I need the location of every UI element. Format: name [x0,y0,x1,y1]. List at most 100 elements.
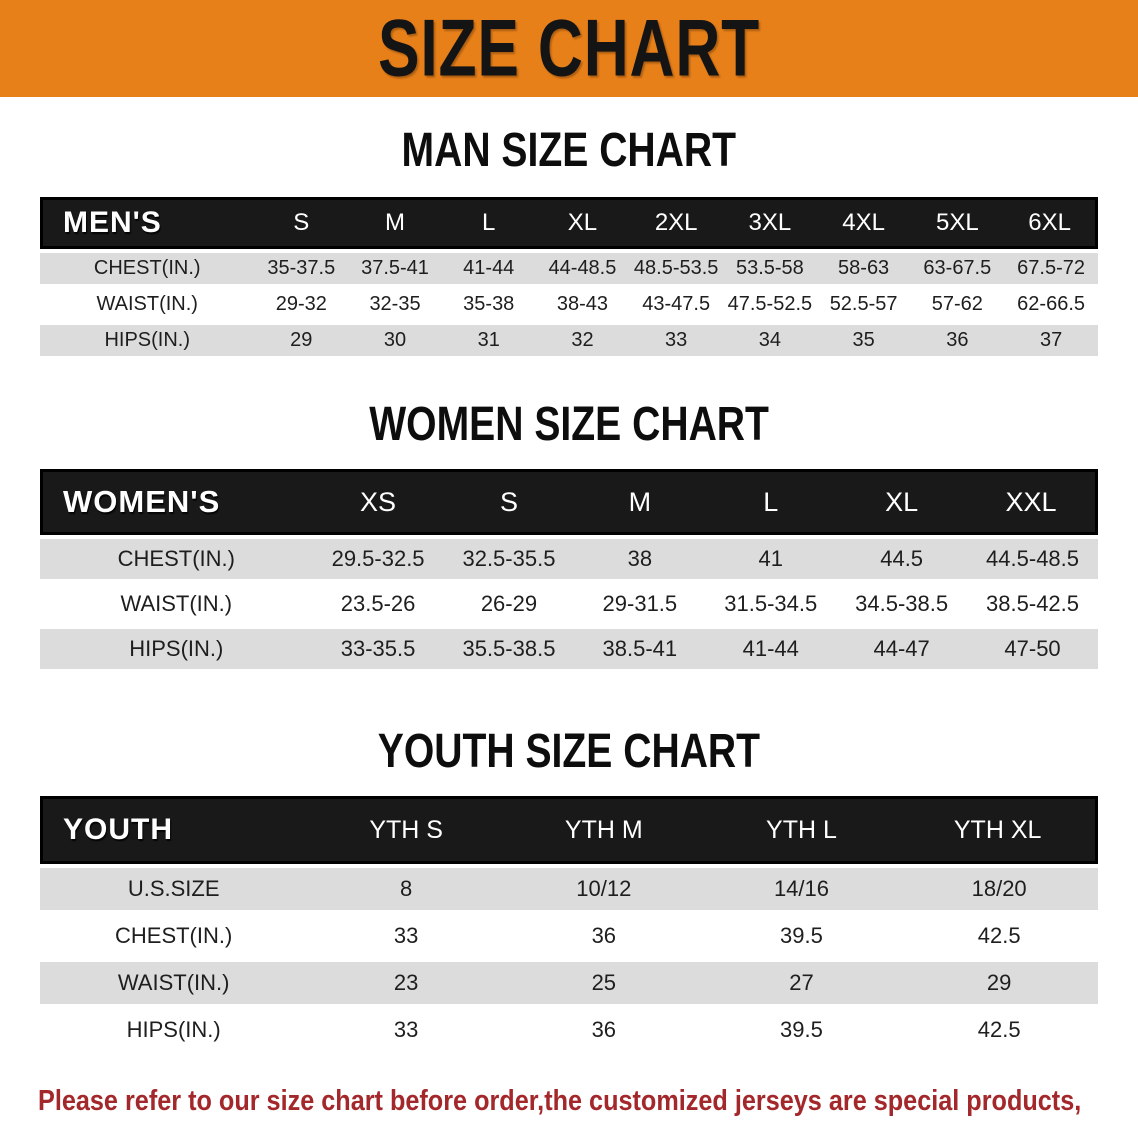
measurement-value: 38-43 [535,289,630,325]
measurement-value: 42.5 [900,915,1098,962]
measurement-value: 26-29 [443,584,575,629]
measurement-value: 63-67.5 [910,249,1005,289]
table-row: U.S.SIZE 8 10/12 14/16 18/20 [40,864,1098,915]
measurement-label: CHEST(IN.) [40,249,255,289]
measurement-value: 35-37.5 [254,249,349,289]
table-row: WAIST(IN.) 29-32 32-35 35-38 38-43 43-47.5 47.… [40,289,1098,325]
size-table-header-row: MEN'S S M L XL 2XL 3XL 4XL 5XL 6XL [40,197,1098,249]
measurement-value: 36 [504,1009,703,1056]
measurement-label: HIPS(IN.) [40,1009,308,1056]
disclaimer-line-2: we don't accept cancel, change, teturn o… [38,1124,995,1132]
measurement-value: 23 [307,962,505,1009]
measurement-value: 33 [629,325,724,361]
measurement-value: 33-35.5 [312,629,444,674]
measurement-value: 25 [504,962,703,1009]
measurement-value: 31.5-34.5 [705,584,837,629]
measurement-value: 38 [574,535,706,584]
size-column-header: 6XL [1004,197,1098,249]
measurement-value: 39.5 [702,1009,901,1056]
measurement-value: 27 [702,962,901,1009]
measurement-value: 41 [705,535,837,584]
size-column-header: YTH L [702,796,901,864]
measurement-value: 67.5-72 [1004,249,1098,289]
size-table-header-label: MEN'S [40,197,255,249]
measurement-value: 62-66.5 [1004,289,1098,325]
women-section: WOMEN SIZE CHART WOMEN'S XS S M L XL XXL CHEST(… [0,395,1138,674]
measurement-value: 57-62 [910,289,1005,325]
size-column-header: 5XL [910,197,1005,249]
table-row: CHEST(IN.) 29.5-32.5 32.5-35.5 38 41 44.5 44.5… [40,535,1098,584]
measurement-value: 32-35 [348,289,442,325]
measurement-value: 34 [723,325,817,361]
size-table-header-row: WOMEN'S XS S M L XL XXL [40,469,1098,535]
measurement-value: 44.5 [836,535,968,584]
measurement-value: 37 [1004,325,1098,361]
table-row: CHEST(IN.) 33 36 39.5 42.5 [40,915,1098,962]
measurement-label: HIPS(IN.) [40,629,313,674]
measurement-value: 48.5-53.5 [629,249,724,289]
measurement-label: CHEST(IN.) [40,535,313,584]
measurement-value: 44.5-48.5 [967,535,1098,584]
table-row: CHEST(IN.) 35-37.5 37.5-41 41-44 44-48.5 48.5… [40,249,1098,289]
size-column-header: L [441,197,536,249]
measurement-value: 29.5-32.5 [312,535,444,584]
measurement-value: 35.5-38.5 [443,629,575,674]
measurement-value: 10/12 [504,864,703,915]
men-size-table: MEN'S S M L XL 2XL 3XL 4XL 5XL 6XL CHEST(IN.) 35-37… [40,197,1098,361]
measurement-value: 58-63 [816,249,911,289]
measurement-value: 32 [535,325,630,361]
size-table-header-label: WOMEN'S [40,469,313,535]
table-row: WAIST(IN.) 23 25 27 29 [40,962,1098,1009]
measurement-value: 38.5-42.5 [967,584,1098,629]
women-section-title: WOMEN SIZE CHART [0,395,1138,451]
measurement-value: 30 [348,325,442,361]
measurement-label: HIPS(IN.) [40,325,255,361]
size-column-header: S [443,469,575,535]
measurement-value: 18/20 [900,864,1098,915]
size-column-header: XL [836,469,968,535]
measurement-value: 34.5-38.5 [836,584,968,629]
size-table-header-label: YOUTH [40,796,308,864]
men-section: MAN SIZE CHART MEN'S S M L XL 2XL 3XL 4XL 5XL 6XL… [0,122,1138,361]
measurement-label: WAIST(IN.) [40,289,255,325]
size-column-header: 4XL [816,197,911,249]
measurement-value: 23.5-26 [312,584,444,629]
disclaimer: Please refer to our size chart before or… [38,1078,1138,1132]
banner: SIZE CHART [0,0,1138,97]
size-column-header: XXL [967,469,1098,535]
size-column-header: M [574,469,706,535]
measurement-value: 39.5 [702,915,901,962]
measurement-value: 41-44 [705,629,837,674]
measurement-value: 32.5-35.5 [443,535,575,584]
measurement-value: 35-38 [441,289,536,325]
measurement-value: 29-31.5 [574,584,706,629]
disclaimer-line-1: Please refer to our size chart before or… [38,1085,1082,1117]
measurement-label: WAIST(IN.) [40,584,313,629]
size-table-header-row: YOUTH YTH S YTH M YTH L YTH XL [40,796,1098,864]
measurement-value: 29 [900,962,1098,1009]
measurement-value: 47.5-52.5 [723,289,817,325]
size-column-header: 3XL [723,197,817,249]
size-column-header: XS [312,469,444,535]
measurement-value: 35 [816,325,911,361]
measurement-value: 31 [441,325,536,361]
table-row: HIPS(IN.) 33 36 39.5 42.5 [40,1009,1098,1056]
measurement-value: 29 [254,325,349,361]
size-column-header: M [348,197,442,249]
measurement-value: 37.5-41 [348,249,442,289]
measurement-value: 36 [910,325,1005,361]
measurement-value: 29-32 [254,289,349,325]
measurement-value: 44-48.5 [535,249,630,289]
measurement-value: 52.5-57 [816,289,911,325]
youth-section-title: YOUTH SIZE CHART [0,723,1138,778]
measurement-value: 14/16 [702,864,901,915]
size-column-header: XL [535,197,630,249]
women-section-title-text: WOMEN SIZE CHART [369,395,769,451]
measurement-value: 42.5 [900,1009,1098,1056]
measurement-value: 43-47.5 [629,289,724,325]
measurement-value: 8 [307,864,505,915]
measurement-label: U.S.SIZE [40,864,308,915]
size-column-header: S [254,197,349,249]
measurement-value: 41-44 [441,249,536,289]
